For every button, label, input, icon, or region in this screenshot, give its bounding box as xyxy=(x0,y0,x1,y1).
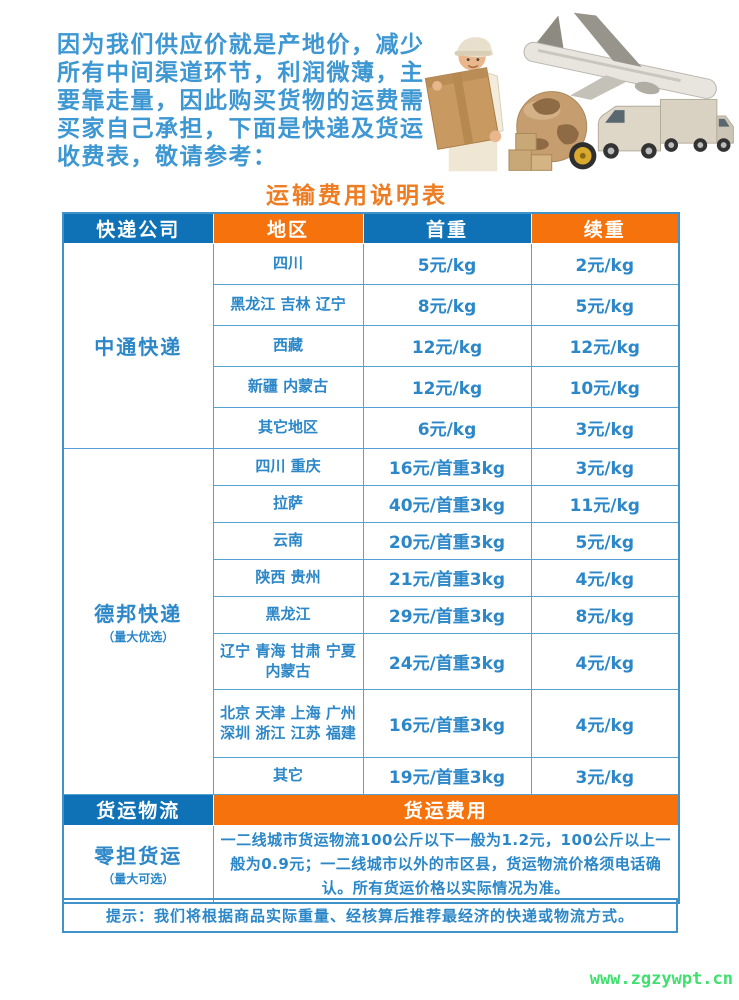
table-row: 辽宁 青海 甘肃 宁夏 内蒙古 24元/首重3kg 4元/kg xyxy=(63,632,680,690)
van-icon xyxy=(597,105,661,159)
first-weight-cell: 40元/首重3kg xyxy=(362,484,532,523)
freight-header-left: 货运物流 xyxy=(62,793,214,826)
delivery-man-icon xyxy=(424,37,504,172)
region-cell: 拉萨 xyxy=(212,484,364,523)
freight-header-row: 货运物流 货运费用 xyxy=(62,793,680,826)
intro-text: 因为我们供应价就是产地价，减少 所有中间渠道环节，利润微薄，主 要靠走量，因此购… xyxy=(57,31,425,171)
intro-line: 因为我们供应价就是产地价，减少 xyxy=(57,32,425,58)
extra-weight-cell: 10元/kg xyxy=(530,365,680,408)
table-row: 北京 天津 上海 广州 深圳 浙江 江苏 福建 16元/首重3kg 4元/kg xyxy=(63,688,680,758)
extra-weight-cell: 3元/kg xyxy=(530,447,680,486)
company-subtitle: （量大可选） xyxy=(102,872,175,887)
company-name: 零担货运 xyxy=(94,844,183,869)
extra-weight-cell: 5元/kg xyxy=(530,283,680,326)
header-company: 快递公司 xyxy=(62,212,214,244)
region-cell: 陕西 贵州 xyxy=(212,558,364,597)
company-name: 德邦快递 xyxy=(94,601,183,626)
company-cell-zto: 中通快递 xyxy=(62,242,214,449)
extra-weight-cell: 4元/kg xyxy=(530,558,680,597)
extra-weight-cell: 4元/kg xyxy=(530,632,680,690)
header-extra-weight: 续重 xyxy=(530,212,680,244)
first-weight-cell: 16元/首重3kg xyxy=(362,447,532,486)
first-weight-cell: 6元/kg xyxy=(362,406,532,449)
intro-line: 要靠走量，因此购买货物的运费需 xyxy=(57,88,425,114)
extra-weight-cell: 2元/kg xyxy=(530,242,680,285)
first-weight-cell: 24元/首重3kg xyxy=(362,632,532,690)
table-row: 陕西 贵州 21元/首重3kg 4元/kg xyxy=(63,558,680,597)
extra-weight-cell: 12元/kg xyxy=(530,324,680,367)
region-cell: 四川 重庆 xyxy=(212,447,364,486)
region-cell: 辽宁 青海 甘肃 宁夏 内蒙古 xyxy=(212,632,364,690)
extra-weight-cell: 4元/kg xyxy=(530,688,680,758)
page-title: 运输费用说明表 xyxy=(266,183,448,209)
header-first-weight: 首重 xyxy=(362,212,532,244)
company-cell-ltl: 零担货运 （量大可选） xyxy=(62,824,214,904)
watermark: www.zgzywpt.cn xyxy=(589,969,733,989)
tip-text: 提示：我们将根据商品实际重量、经核算后推荐最经济的快递或物流方式。 xyxy=(105,907,634,925)
intro-line: 买家自己承担，下面是快递及货运 xyxy=(57,116,425,142)
first-weight-cell: 16元/首重3kg xyxy=(362,688,532,758)
freight-header-right: 货运费用 xyxy=(212,793,680,826)
freight-description: 一二线城市货运物流100公斤以下一般为1.2元，100公斤以上一般为0.9元；一… xyxy=(212,824,680,904)
first-weight-cell: 20元/首重3kg xyxy=(362,521,532,560)
first-weight-cell: 12元/kg xyxy=(362,365,532,408)
region-cell: 其它 xyxy=(212,756,364,795)
region-cell: 西藏 xyxy=(212,324,364,367)
table-row: 拉萨 40元/首重3kg 11元/kg xyxy=(63,484,680,523)
table-header-row: 快递公司 地区 首重 续重 xyxy=(62,212,680,244)
hero-illustration xyxy=(424,12,734,172)
intro-line: 所有中间渠道环节，利润微薄，主 xyxy=(57,60,425,86)
first-weight-cell: 8元/kg xyxy=(362,283,532,326)
extra-weight-cell: 11元/kg xyxy=(530,484,680,523)
table-row: 中通快递 四川 5元/kg 2元/kg xyxy=(62,242,680,449)
wheel-icon xyxy=(569,142,597,170)
region-cell: 黑龙江 吉林 辽宁 xyxy=(212,283,364,326)
first-weight-cell: 19元/首重3kg xyxy=(362,756,532,795)
airplane-icon xyxy=(523,12,717,100)
table-row: 黑龙江 吉林 辽宁 8元/kg 5元/kg xyxy=(63,283,680,326)
extra-weight-cell: 8元/kg xyxy=(530,595,680,634)
extra-weight-cell: 3元/kg xyxy=(530,756,680,795)
company-subtitle: （量大优选） xyxy=(102,629,175,644)
table-row: 黑龙江 29元/首重3kg 8元/kg xyxy=(63,595,680,634)
shipping-fee-table: 快递公司 地区 首重 续重 中通快递 四川 5元/kg 2元/kg 黑龙江 吉林… xyxy=(62,212,680,905)
first-weight-cell: 29元/首重3kg xyxy=(362,595,532,634)
parcel-stack-icon xyxy=(508,132,553,171)
company-name: 中通快递 xyxy=(94,335,183,359)
first-weight-cell: 12元/kg xyxy=(362,324,532,367)
first-weight-cell: 5元/kg xyxy=(362,242,532,285)
region-cell: 新疆 内蒙古 xyxy=(212,365,364,408)
region-cell: 北京 天津 上海 广州 深圳 浙江 江苏 福建 xyxy=(212,688,364,758)
freight-row: 零担货运 （量大可选） 一二线城市货运物流100公斤以下一般为1.2元，100公… xyxy=(62,824,680,904)
extra-weight-cell: 5元/kg xyxy=(530,521,680,560)
table-row: 云南 20元/首重3kg 5元/kg xyxy=(63,521,680,560)
company-cell-deppon: 德邦快递 （量大优选） xyxy=(62,447,214,795)
first-weight-cell: 21元/首重3kg xyxy=(362,558,532,597)
truck-icon xyxy=(660,98,734,152)
intro-line: 收费表，敬请参考： xyxy=(57,144,278,170)
region-cell: 其它地区 xyxy=(212,406,364,449)
table-row: 西藏 12元/kg 12元/kg xyxy=(63,324,680,367)
extra-weight-cell: 3元/kg xyxy=(530,406,680,449)
tip-box: 提示：我们将根据商品实际重量、经核算后推荐最经济的快递或物流方式。 xyxy=(62,898,678,933)
region-cell: 黑龙江 xyxy=(212,595,364,634)
header-region: 地区 xyxy=(212,212,364,244)
table-row: 德邦快递 （量大优选） 四川 重庆 16元/首重3kg 3元/kg xyxy=(62,447,680,795)
table-row: 其它地区 6元/kg 3元/kg xyxy=(63,406,680,449)
region-cell: 云南 xyxy=(212,521,364,560)
region-cell: 四川 xyxy=(212,242,364,285)
